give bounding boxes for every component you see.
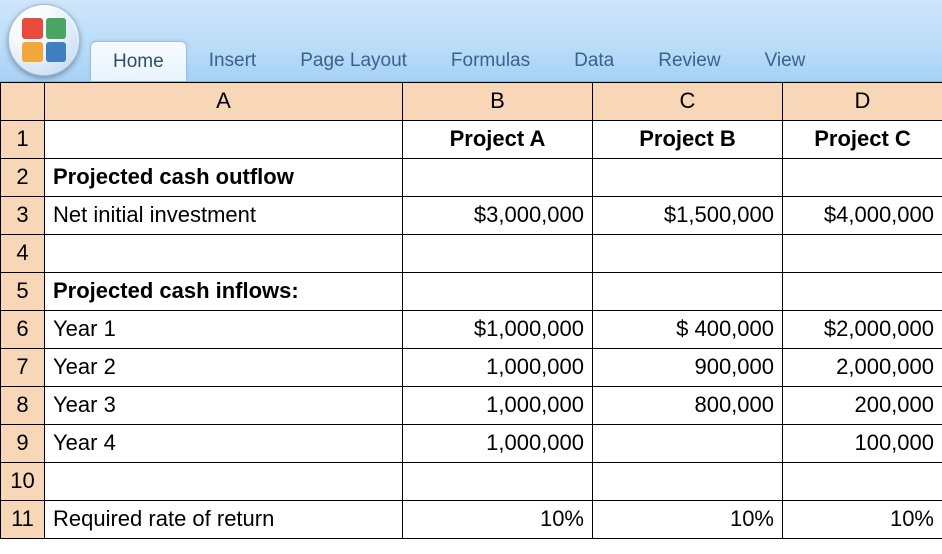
column-header-C[interactable]: C	[593, 83, 783, 121]
column-header-A[interactable]: A	[45, 83, 403, 121]
cell-B6[interactable]: $1,000,000	[403, 311, 593, 349]
row-header[interactable]: 10	[1, 463, 45, 501]
tab-label: View	[765, 50, 806, 72]
cell-C5[interactable]	[593, 273, 783, 311]
row-header[interactable]: 5	[1, 273, 45, 311]
cell-B3[interactable]: $3,000,000	[403, 197, 593, 235]
table-row: 10	[1, 463, 942, 501]
tab-label: Formulas	[451, 50, 530, 72]
cell-B4[interactable]	[403, 235, 593, 273]
table-row: 6 Year 1 $1,000,000 $ 400,000 $2,000,000	[1, 311, 942, 349]
cell-D6[interactable]: $2,000,000	[783, 311, 942, 349]
row-header[interactable]: 4	[1, 235, 45, 273]
cell-D5[interactable]	[783, 273, 942, 311]
cell-B10[interactable]	[403, 463, 593, 501]
row-header[interactable]: 8	[1, 387, 45, 425]
cell-B9[interactable]: 1,000,000	[403, 425, 593, 463]
cell-C2[interactable]	[593, 159, 783, 197]
cell-C11[interactable]: 10%	[593, 501, 783, 539]
cell-C8[interactable]: 800,000	[593, 387, 783, 425]
ribbon: Home Insert Page Layout Formulas Data Re…	[0, 0, 942, 82]
table-row: 8 Year 3 1,000,000 800,000 200,000	[1, 387, 942, 425]
tab-label: Home	[113, 51, 164, 73]
cell-A3[interactable]: Net initial investment	[45, 197, 403, 235]
cell-C4[interactable]	[593, 235, 783, 273]
cell-B8[interactable]: 1,000,000	[403, 387, 593, 425]
row-header[interactable]: 2	[1, 159, 45, 197]
cell-C9[interactable]	[593, 425, 783, 463]
cell-C10[interactable]	[593, 463, 783, 501]
cell-A9[interactable]: Year 4	[45, 425, 403, 463]
cell-D4[interactable]	[783, 235, 942, 273]
cell-D2[interactable]	[783, 159, 942, 197]
cell-B11[interactable]: 10%	[403, 501, 593, 539]
tab-view[interactable]: View	[743, 41, 828, 81]
tab-label: Insert	[209, 50, 257, 72]
column-header-B[interactable]: B	[403, 83, 593, 121]
cell-D9[interactable]: 100,000	[783, 425, 942, 463]
office-button[interactable]	[8, 4, 80, 76]
tab-label: Review	[658, 50, 720, 72]
tab-formulas[interactable]: Formulas	[429, 41, 552, 81]
table-row: 11 Required rate of return 10% 10% 10%	[1, 501, 942, 539]
tab-review[interactable]: Review	[636, 41, 742, 81]
table-row: 9 Year 4 1,000,000 100,000	[1, 425, 942, 463]
table-row: 2 Projected cash outflow	[1, 159, 942, 197]
row-header[interactable]: 11	[1, 501, 45, 539]
cell-A10[interactable]	[45, 463, 403, 501]
column-header-D[interactable]: D	[783, 83, 942, 121]
tab-data[interactable]: Data	[552, 41, 636, 81]
app-window: Home Insert Page Layout Formulas Data Re…	[0, 0, 942, 554]
tab-home[interactable]: Home	[90, 41, 187, 81]
cell-C7[interactable]: 900,000	[593, 349, 783, 387]
cell-C6[interactable]: $ 400,000	[593, 311, 783, 349]
tab-page-layout[interactable]: Page Layout	[278, 41, 429, 81]
select-all-cell[interactable]	[1, 83, 45, 121]
cell-A2[interactable]: Projected cash outflow	[45, 159, 403, 197]
cell-B2[interactable]	[403, 159, 593, 197]
cell-C1[interactable]: Project B	[593, 121, 783, 159]
row-header[interactable]: 7	[1, 349, 45, 387]
table-row: 7 Year 2 1,000,000 900,000 2,000,000	[1, 349, 942, 387]
cell-D11[interactable]: 10%	[783, 501, 942, 539]
cell-B1[interactable]: Project A	[403, 121, 593, 159]
table-row: 4	[1, 235, 942, 273]
cell-A7[interactable]: Year 2	[45, 349, 403, 387]
ribbon-tabs: Home Insert Page Layout Formulas Data Re…	[90, 41, 827, 81]
office-logo-icon	[22, 18, 66, 62]
cell-B5[interactable]	[403, 273, 593, 311]
grid-table: A B C D 1 Project A Project B Project C …	[0, 82, 942, 539]
table-row: 3 Net initial investment $3,000,000 $1,5…	[1, 197, 942, 235]
column-header-row: A B C D	[1, 83, 942, 121]
cell-A4[interactable]	[45, 235, 403, 273]
cell-C3[interactable]: $1,500,000	[593, 197, 783, 235]
row-header[interactable]: 9	[1, 425, 45, 463]
table-row: 1 Project A Project B Project C	[1, 121, 942, 159]
row-header[interactable]: 1	[1, 121, 45, 159]
cell-A5[interactable]: Projected cash inflows:	[45, 273, 403, 311]
cell-B7[interactable]: 1,000,000	[403, 349, 593, 387]
cell-A11[interactable]: Required rate of return	[45, 501, 403, 539]
tab-insert[interactable]: Insert	[187, 41, 279, 81]
cell-D10[interactable]	[783, 463, 942, 501]
cell-D7[interactable]: 2,000,000	[783, 349, 942, 387]
tab-label: Page Layout	[300, 50, 407, 72]
tab-label: Data	[574, 50, 614, 72]
table-row: 5 Projected cash inflows:	[1, 273, 942, 311]
cell-D3[interactable]: $4,000,000	[783, 197, 942, 235]
spreadsheet: A B C D 1 Project A Project B Project C …	[0, 82, 942, 554]
cell-A6[interactable]: Year 1	[45, 311, 403, 349]
cell-A8[interactable]: Year 3	[45, 387, 403, 425]
cell-A1[interactable]	[45, 121, 403, 159]
cell-D1[interactable]: Project C	[783, 121, 942, 159]
row-header[interactable]: 6	[1, 311, 45, 349]
cell-D8[interactable]: 200,000	[783, 387, 942, 425]
row-header[interactable]: 3	[1, 197, 45, 235]
